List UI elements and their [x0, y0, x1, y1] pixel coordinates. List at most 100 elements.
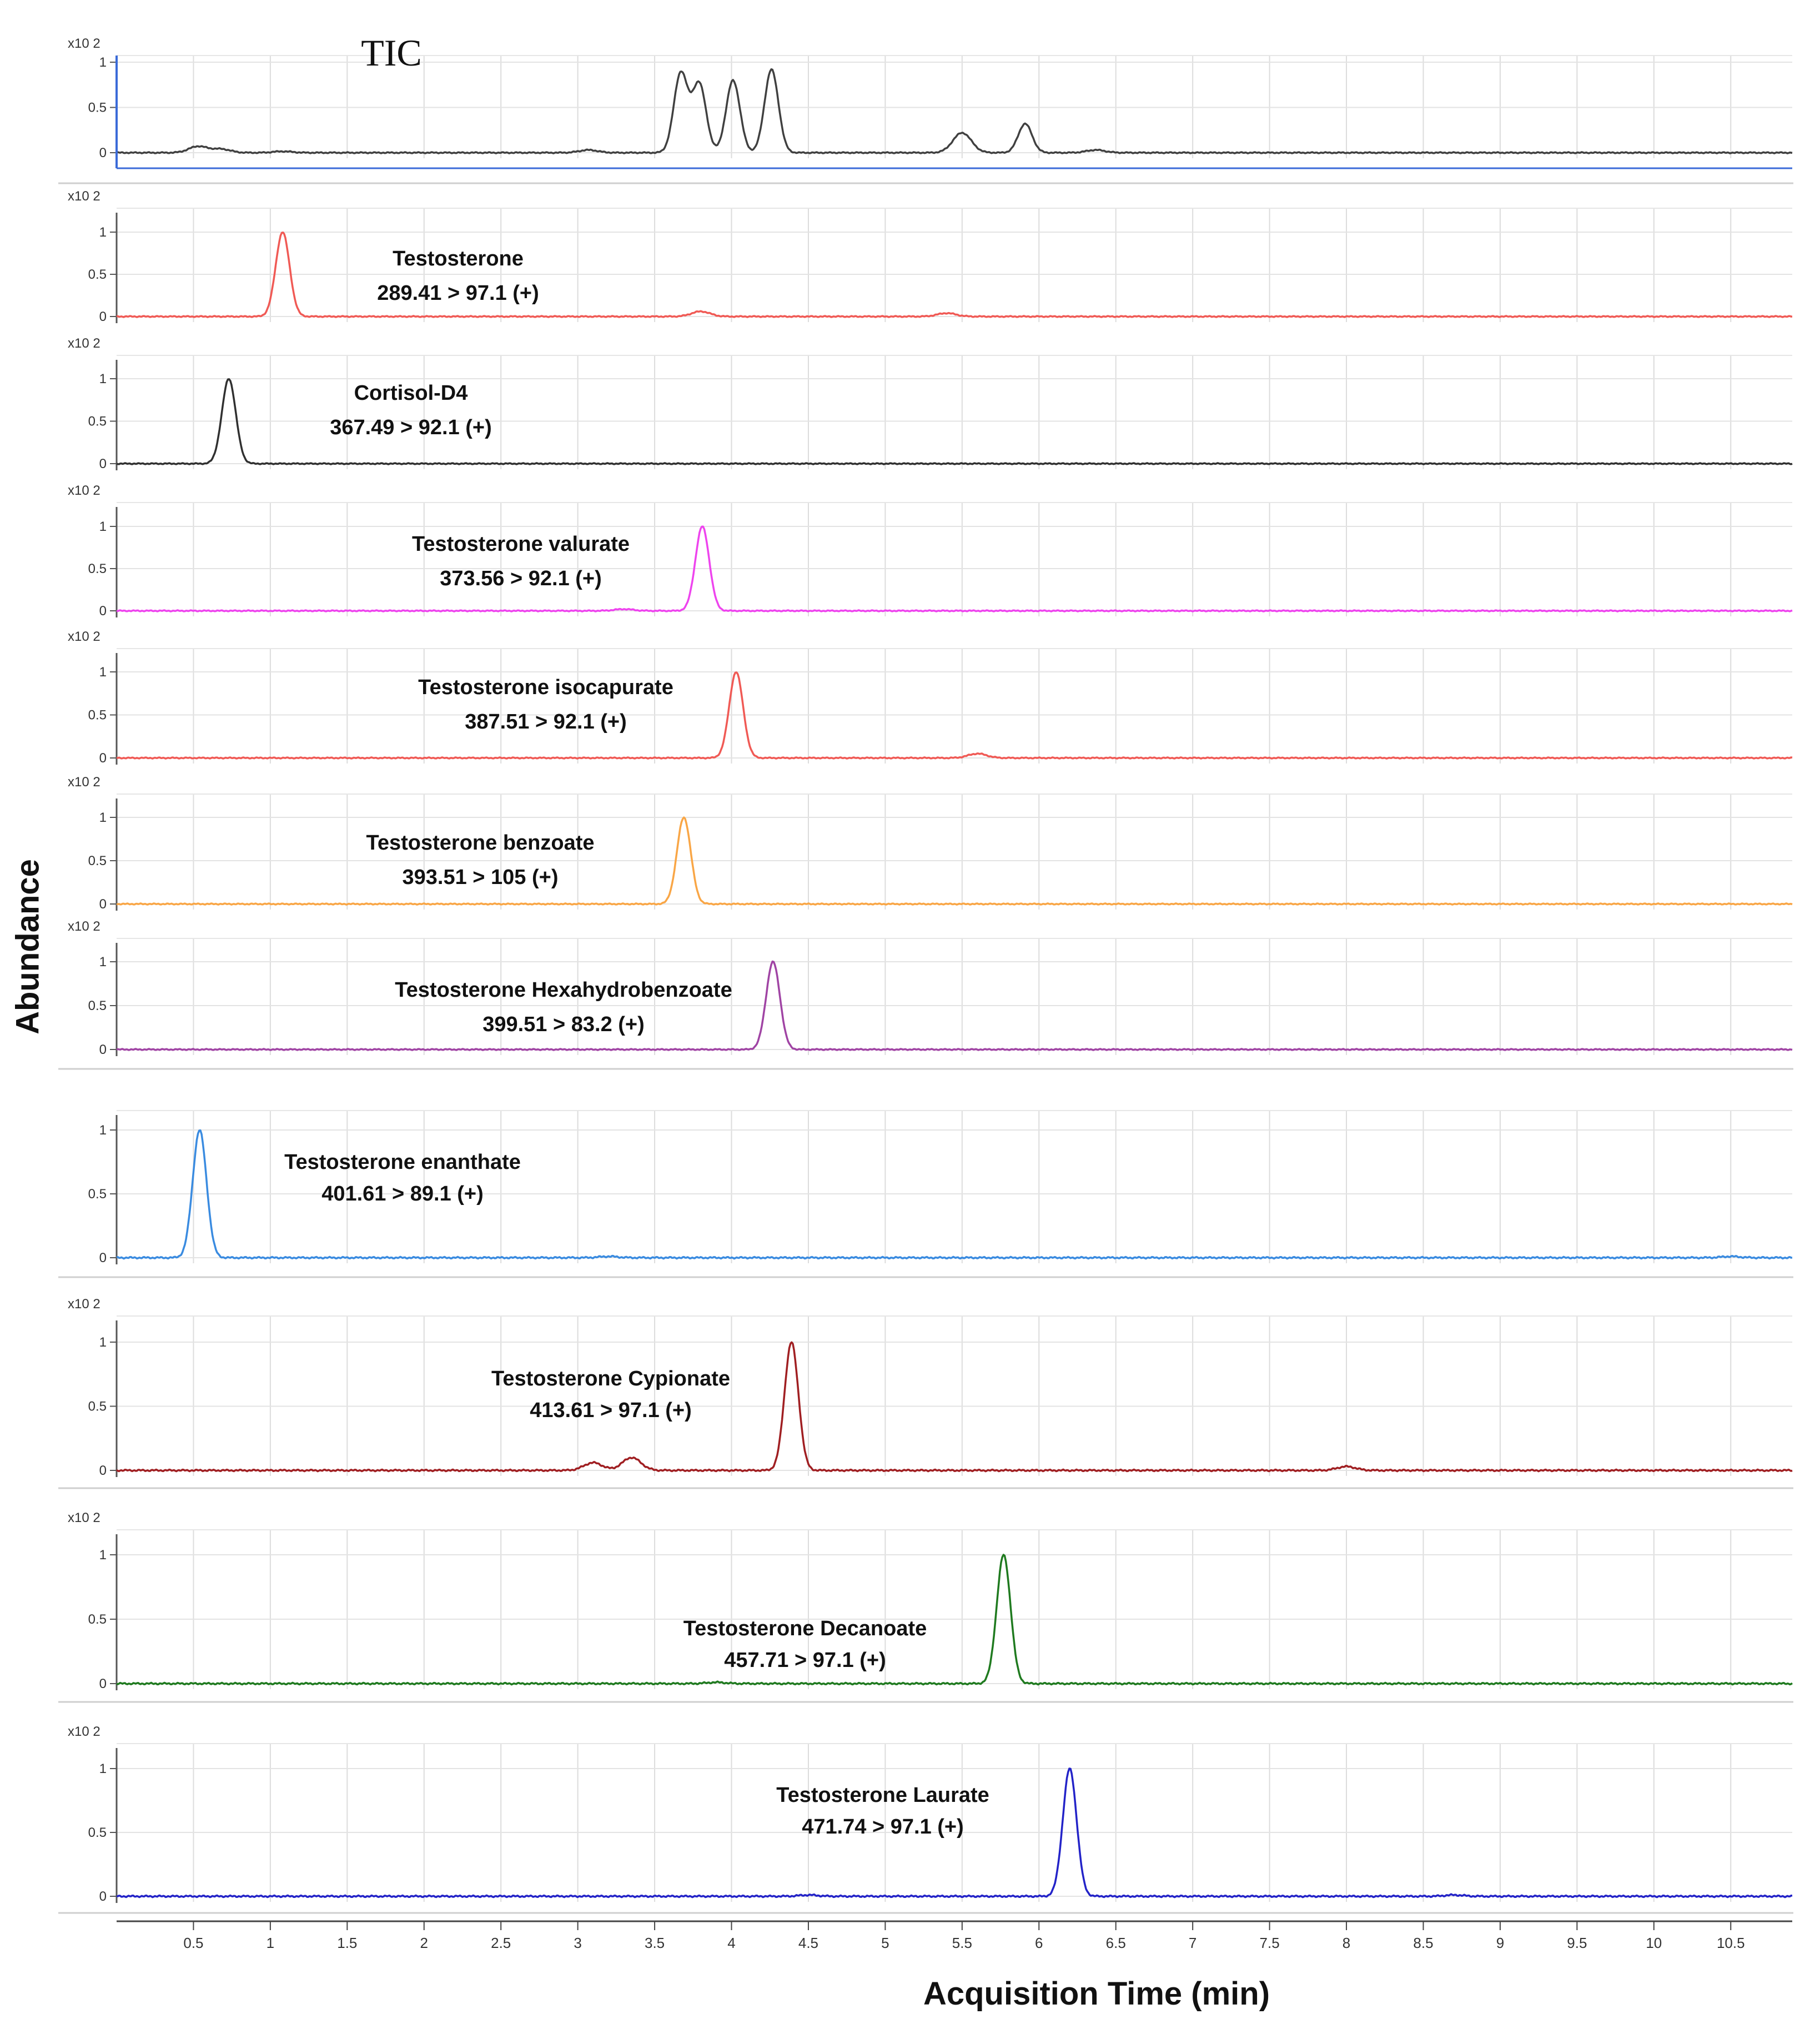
scale-label: x10 2	[68, 629, 100, 644]
scale-label: x10 2	[68, 919, 100, 934]
y-tick-label: 0.5	[88, 1612, 107, 1627]
y-tick-label: 0.5	[88, 1825, 107, 1840]
y-tick-label: 0	[99, 309, 107, 324]
y-tick-label: 0	[99, 456, 107, 471]
panel-label: TIC	[361, 32, 422, 74]
y-tick-label: 0.5	[88, 1187, 107, 1202]
panel-label: Testosterone isocapurate	[418, 676, 673, 699]
panel-label: Testosterone Cypionate	[491, 1367, 730, 1390]
x-tick-label: 5.5	[952, 1935, 972, 1951]
panel-transition: 399.51 > 83.2 (+)	[482, 1013, 645, 1036]
x-tick-label: 3.5	[645, 1935, 665, 1951]
y-tick-label: 0.5	[88, 101, 107, 115]
panel-transition: 457.71 > 97.1 (+)	[724, 1649, 886, 1672]
y-tick-label: 0.5	[88, 1399, 107, 1414]
trace-8	[116, 1341, 1793, 1473]
panel-transition: 367.49 > 92.1 (+)	[330, 416, 492, 439]
x-tick-label: 5	[881, 1935, 889, 1951]
trace-9	[116, 1554, 1793, 1686]
trace-0	[116, 68, 1793, 154]
scale-label: x10 2	[68, 189, 100, 204]
trace-7	[116, 1129, 1793, 1260]
scale-label: x10 2	[68, 336, 100, 351]
trace-2	[116, 378, 1793, 465]
panel-transition: 373.56 > 92.1 (+)	[440, 567, 602, 590]
y-tick-label: 1	[99, 371, 107, 386]
panel-background	[58, 1508, 1793, 1702]
panel-label: Cortisol-D4	[354, 381, 468, 405]
y-tick-label: 0	[99, 1250, 107, 1265]
panel-transition: 401.61 > 89.1 (+)	[321, 1182, 484, 1206]
x-tick-label: 10	[1646, 1935, 1662, 1951]
x-tick-label: 6.5	[1106, 1935, 1126, 1951]
x-tick-label: 1.5	[337, 1935, 357, 1951]
x-tick-label: 7.5	[1260, 1935, 1280, 1951]
scale-label: x10 2	[68, 483, 100, 498]
panel-label: Testosterone Decanoate	[683, 1617, 927, 1640]
scale-label: x10 2	[68, 1297, 100, 1312]
y-tick-label: 0.5	[88, 853, 107, 868]
y-tick-label: 1	[99, 1123, 107, 1138]
panel-background	[58, 916, 1793, 1069]
y-tick-label: 1	[99, 1761, 107, 1776]
y-tick-label: 1	[99, 810, 107, 825]
panel-label: Testosterone enanthate	[284, 1151, 521, 1174]
y-tick-label: 0	[99, 145, 107, 160]
trace-3	[116, 525, 1793, 612]
x-tick-label: 7	[1189, 1935, 1196, 1951]
y-tick-label: 1	[99, 519, 107, 534]
y-tick-label: 0.5	[88, 998, 107, 1013]
x-tick-label: 3	[574, 1935, 581, 1951]
y-tick-label: 0.5	[88, 708, 107, 723]
panel-label: Testosterone benzoate	[366, 831, 594, 855]
y-tick-label: 0	[99, 604, 107, 619]
y-tick-label: 0	[99, 751, 107, 766]
y-tick-label: 0	[99, 1042, 107, 1057]
y-tick-label: 0.5	[88, 561, 107, 576]
x-tick-label: 0.5	[183, 1935, 203, 1951]
x-axis-label: Acquisition Time (min)	[923, 1976, 1270, 2012]
x-tick-label: 8.5	[1413, 1935, 1433, 1951]
trace-1	[116, 231, 1793, 318]
x-tick-label: 1	[267, 1935, 274, 1951]
trace-10	[116, 1767, 1793, 1899]
trace-6	[116, 960, 1793, 1051]
panel-transition: 387.51 > 92.1 (+)	[465, 710, 627, 734]
x-tick-label: 2	[420, 1935, 428, 1951]
scale-label: x10 2	[68, 36, 100, 51]
panel-transition: 289.41 > 97.1 (+)	[377, 282, 539, 305]
scale-label: x10 2	[68, 1510, 100, 1525]
panel-label: Testosterone valurate	[412, 533, 630, 556]
x-tick-label: 4	[727, 1935, 735, 1951]
panel-background	[58, 1294, 1793, 1488]
scale-label: x10 2	[68, 1724, 100, 1739]
panel-transition: 471.74 > 97.1 (+)	[802, 1815, 964, 1839]
y-tick-label: 1	[99, 225, 107, 240]
y-tick-label: 1	[99, 1548, 107, 1563]
panel-label: Testosterone Hexahydrobenzoate	[395, 978, 732, 1002]
y-tick-label: 0.5	[88, 267, 107, 282]
y-tick-label: 0	[99, 1463, 107, 1478]
x-tick-label: 9	[1496, 1935, 1504, 1951]
x-tick-label: 6	[1035, 1935, 1043, 1951]
x-tick-label: 4.5	[798, 1935, 818, 1951]
y-tick-label: 1	[99, 1335, 107, 1350]
y-tick-label: 1	[99, 55, 107, 70]
x-tick-label: 10.5	[1717, 1935, 1745, 1951]
y-tick-label: 0.5	[88, 414, 107, 429]
y-tick-label: 0	[99, 897, 107, 912]
y-tick-label: 0	[99, 1889, 107, 1904]
y-tick-label: 1	[99, 665, 107, 680]
panel-label: Testosterone Laurate	[776, 1784, 989, 1807]
x-tick-label: 8	[1343, 1935, 1350, 1951]
panel-transition: 393.51 > 105 (+)	[403, 866, 559, 889]
x-tick-label: 9.5	[1567, 1935, 1587, 1951]
trace-4	[117, 671, 1793, 760]
panel-label: Testosterone	[393, 247, 524, 270]
panel-background	[58, 1105, 1793, 1277]
x-tick-label: 2.5	[491, 1935, 511, 1951]
y-tick-label: 1	[99, 955, 107, 970]
scale-label: x10 2	[68, 775, 100, 790]
trace-5	[116, 816, 1793, 906]
